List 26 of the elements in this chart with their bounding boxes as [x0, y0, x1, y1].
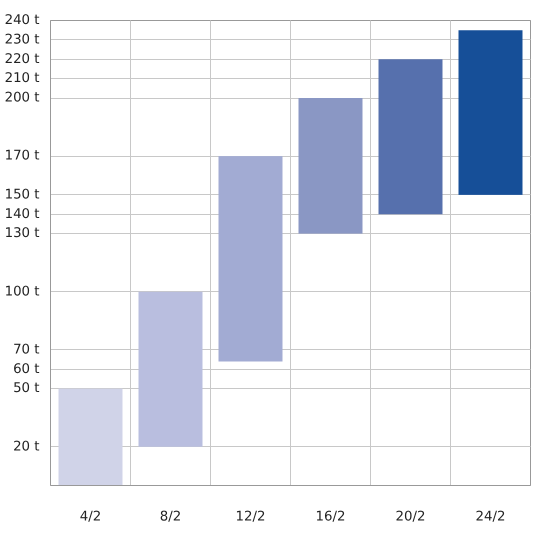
y-tick-label: 230 t [4, 32, 40, 48]
bar [458, 30, 522, 195]
bar [218, 156, 282, 362]
x-tick-label: 16/2 [316, 510, 346, 524]
bar [58, 388, 122, 486]
y-tick-label: 20 t [13, 439, 40, 454]
bar [138, 292, 202, 447]
y-tick-label: 100 t [4, 284, 40, 300]
y-tick-label: 130 t [4, 226, 40, 242]
x-tick-label: 20/2 [396, 510, 426, 524]
x-tick-label: 24/2 [476, 510, 506, 524]
y-tick-label: 150 t [4, 187, 40, 202]
y-tick-label: 240 t [4, 13, 40, 28]
y-tick-label: 50 t [13, 381, 40, 396]
x-tick-label: 8/2 [160, 510, 182, 524]
y-tick-label: 140 t [4, 206, 40, 222]
y-tick-label: 220 t [4, 52, 40, 67]
x-tick-label: 4/2 [80, 510, 102, 524]
y-tick-label: 210 t [4, 71, 40, 86]
y-tick-label: 200 t [4, 90, 40, 106]
x-tick-label: 12/2 [236, 510, 266, 524]
bar [298, 98, 362, 234]
y-tick-label: 170 t [4, 148, 40, 164]
y-tick-label: 60 t [13, 362, 40, 377]
y-tick-label: 70 t [13, 342, 40, 358]
bar [378, 59, 442, 214]
